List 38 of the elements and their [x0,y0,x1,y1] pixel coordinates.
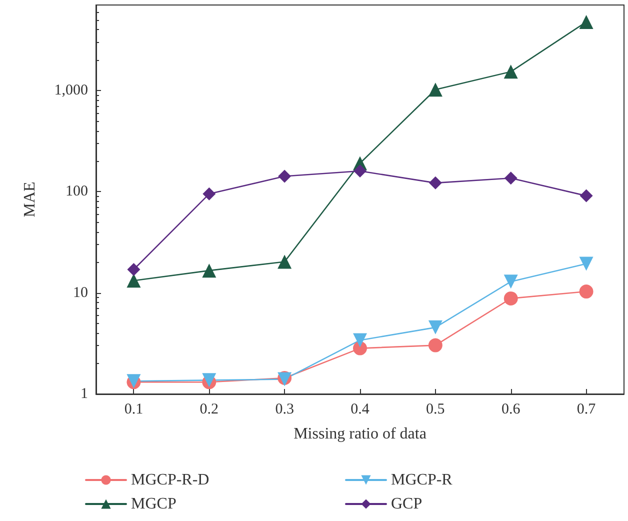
legend-label: GCP [391,496,422,512]
x-tick-label: 0.2 [200,402,219,418]
point [580,189,593,202]
point [353,341,367,356]
point [428,338,442,352]
x-tick-label: 0.4 [350,402,370,418]
point [504,64,518,79]
point [504,172,518,185]
point [504,291,518,306]
point [354,164,366,178]
x-tick-label: 0.6 [501,402,521,418]
x-axis-title: Missing ratio of data [294,426,426,442]
x-tick-label: 0.1 [124,402,144,418]
x-tick-label: 0.3 [275,402,294,418]
y-axis-title: MAE [22,182,38,218]
point [428,320,442,334]
point [504,274,518,289]
point [127,263,140,276]
point [579,284,594,299]
point [428,82,442,97]
point [202,264,216,278]
point [579,14,594,29]
point [202,187,216,200]
x-tick-label: 0.5 [426,402,445,418]
point [428,176,442,190]
legend-label: MGCP-R-D [131,472,210,488]
point [278,254,292,269]
y-tick-label: 1 [80,386,88,402]
y-tick-label: 10 [73,284,88,301]
legend-label: MGCP [131,496,176,512]
legend-label: MGCP-R [391,472,453,488]
y-tick-label: 100 [66,184,88,200]
point [278,170,292,183]
point [353,333,367,348]
y-tick-label: 1,000 [54,82,88,98]
x-tick-label: 0.7 [576,402,596,418]
point [126,274,141,288]
point [579,256,594,271]
